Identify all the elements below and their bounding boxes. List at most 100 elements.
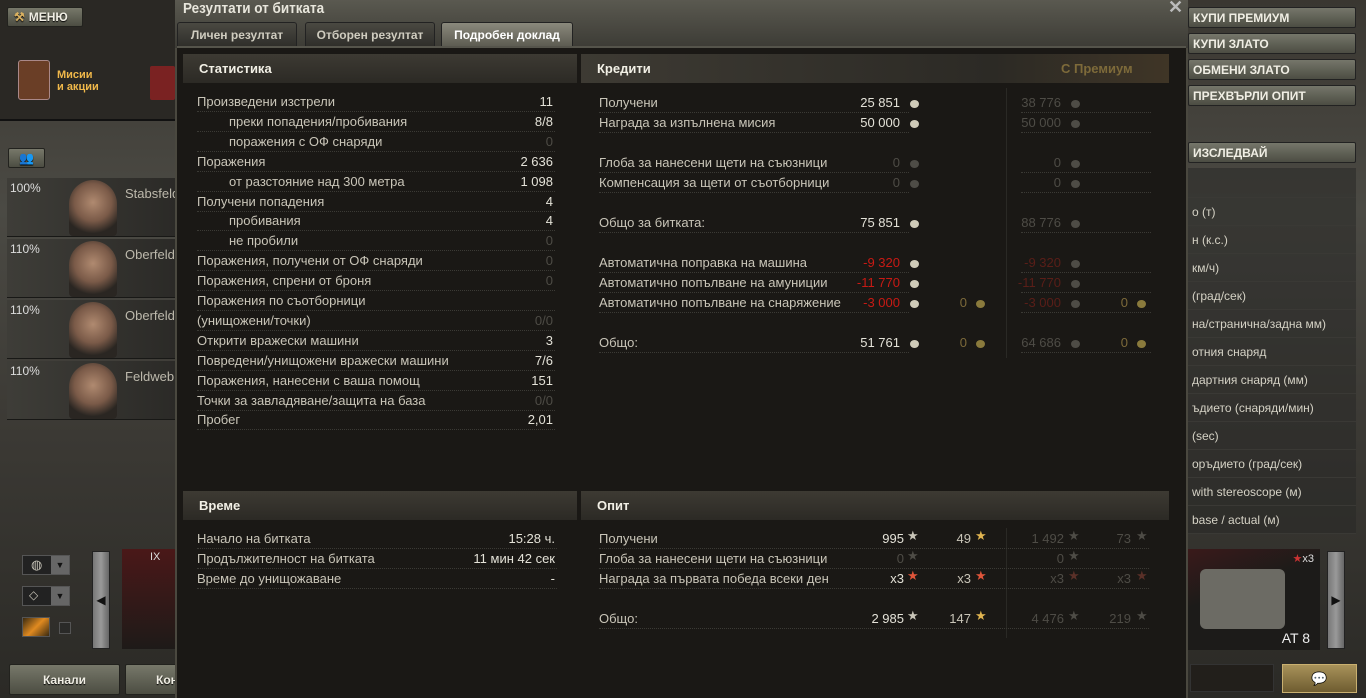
credits-icon (910, 160, 919, 168)
shop-button[interactable]: ПРЕХВЪРЛИ ОПИТ (1188, 85, 1356, 106)
credits-icon (1071, 160, 1080, 168)
credit-row: Общо за битката: 75 851 88 776 (599, 214, 1151, 233)
stat-value: 0 (545, 273, 553, 289)
tank-card[interactable]: ★x3 AT 8 (1188, 549, 1320, 650)
stat-row: Поражения по съотборници (197, 292, 555, 311)
stat-label: от разстояние над 300 метра (229, 173, 405, 189)
stat-label: Пробег (197, 412, 241, 428)
carousel-left-arrow[interactable]: ◀ (92, 551, 110, 649)
spec-row: (sec) (1188, 422, 1356, 450)
credit-value: 25 851 (860, 95, 900, 110)
row-divider (599, 312, 909, 313)
stat-label: Поражения, получени от ОФ снаряди (197, 253, 423, 269)
crew-name: Stabsfeld (125, 186, 180, 201)
stat-label: Поражения (197, 153, 266, 169)
spec-row: (град/сек) (1188, 282, 1356, 310)
star-icon: ★ (907, 608, 919, 623)
channels-button[interactable]: Канали (9, 664, 120, 695)
premium-credit-value: 50 000 (1021, 115, 1061, 130)
star-icon: ★ (907, 528, 919, 543)
stat-value: 3 (545, 332, 553, 348)
server-select[interactable]: ◍ ▼ (22, 555, 70, 575)
shop-button[interactable]: КУПИ ЗЛАТО (1188, 33, 1356, 54)
stat-value: 1 098 (520, 173, 553, 189)
stat-value: 151 (531, 372, 553, 388)
battle-type-icon: ◇ (29, 588, 39, 602)
xp-label: Общо: (599, 611, 638, 626)
channels-label: Канали (42, 672, 87, 687)
crew-member[interactable]: 100% Stabsfeld (7, 178, 179, 237)
row-divider (599, 172, 909, 173)
tab-3[interactable]: Подробен доклад (441, 22, 573, 46)
crew-icon: 👥 (19, 151, 34, 165)
premium-free-xp-value: x3 (1117, 571, 1131, 586)
menu-button[interactable]: ⚒ МЕНЮ (7, 7, 83, 27)
stat-value: 7/6 (534, 352, 553, 368)
time-value: 11 мин 42 сек (473, 551, 555, 566)
premium-credit-value: 38 776 (1021, 95, 1061, 110)
row-divider (599, 232, 909, 233)
star-icon: ★ (907, 568, 919, 583)
premium-header: С Премиум (1061, 61, 1133, 76)
row-divider (599, 192, 909, 193)
row-divider (599, 132, 909, 133)
free-star-icon: ★ (975, 528, 987, 543)
credits-icon (1071, 300, 1080, 308)
xp-label: Получени (599, 531, 658, 546)
spec-row: о (т) (1188, 198, 1356, 226)
credit-value: 0 (892, 155, 900, 170)
stat-value: 4 (545, 213, 553, 229)
credit-label: Глоба за нанесени щети на съюзници (599, 155, 828, 170)
vehicle-card[interactable]: IX (122, 549, 175, 649)
premium-divider-xp (1006, 528, 1007, 638)
menu-icon: ⚒ (14, 10, 25, 24)
shop-button[interactable]: ОБМЕНИ ЗЛАТО (1188, 59, 1356, 80)
missions-briefcase-icon[interactable] (18, 60, 50, 100)
credit-row: Автоматична поправка на машина -9 320 -9 3… (599, 254, 1151, 273)
star-icon: ★ (1068, 608, 1080, 623)
close-icon[interactable]: ✕ (1168, 0, 1184, 17)
missions-button[interactable]: Мисии и акции (57, 69, 99, 93)
credits-icon (910, 100, 919, 108)
crew-member[interactable]: 110% Oberfeld (7, 300, 175, 359)
stat-row: Точки за завладяване/защита на база 0/0 (197, 392, 555, 411)
credit-value: -9 320 (863, 255, 900, 270)
row-divider (599, 112, 909, 113)
tank-image (1200, 569, 1285, 629)
tab-1[interactable]: Личен резултат (177, 22, 297, 46)
row-divider (1021, 112, 1151, 113)
credits-icon (910, 260, 919, 268)
credit-value: -3 000 (863, 295, 900, 310)
specs-header (1188, 168, 1356, 198)
carousel-right-arrow[interactable]: ▶ (1327, 551, 1345, 649)
crew-button[interactable]: 👥 (8, 148, 45, 168)
spec-row: на/странична/задна мм) (1188, 310, 1356, 338)
credits-header: Кредити С Премиум (581, 54, 1169, 83)
checkbox[interactable] (59, 622, 71, 634)
credits-icon (910, 300, 919, 308)
credit-label: Общо: (599, 335, 638, 350)
star-icon: ★ (1292, 553, 1303, 565)
credits-icon (910, 220, 919, 228)
shop-button[interactable]: КУПИ ПРЕМИУМ (1188, 7, 1356, 28)
crew-portrait (69, 363, 117, 419)
research-label: ИЗСЛЕДВАЙ (1193, 146, 1268, 160)
time-header: Време (183, 491, 577, 520)
vehicle-tier: IX (150, 551, 161, 563)
stat-row: преки попадения/пробивания 8/8 (197, 113, 555, 132)
stat-label: Поражения по съотборници (197, 293, 366, 308)
platoon-icon[interactable] (22, 617, 50, 637)
battle-type-select[interactable]: ◇ ▼ (22, 586, 70, 606)
research-button[interactable]: ИЗСЛЕДВАЙ (1188, 142, 1356, 163)
tab-2[interactable]: Отборен резултат (305, 22, 435, 46)
stat-label: Произведени изстрели (197, 94, 336, 109)
spec-row: ъдието (снаряди/мин) (1188, 394, 1356, 422)
premium-shop-icon[interactable] (150, 66, 175, 100)
missions-label: Мисии (57, 69, 93, 81)
premium-free-xp-value: 219 (1109, 611, 1131, 626)
row-divider (1021, 352, 1151, 353)
crew-member[interactable]: 110% Oberfeld (7, 239, 175, 298)
chat-notifications-button[interactable]: 💬 (1282, 664, 1357, 693)
crew-member[interactable]: 110% Feldweb (7, 361, 175, 420)
free-star-icon: ★ (975, 608, 987, 623)
